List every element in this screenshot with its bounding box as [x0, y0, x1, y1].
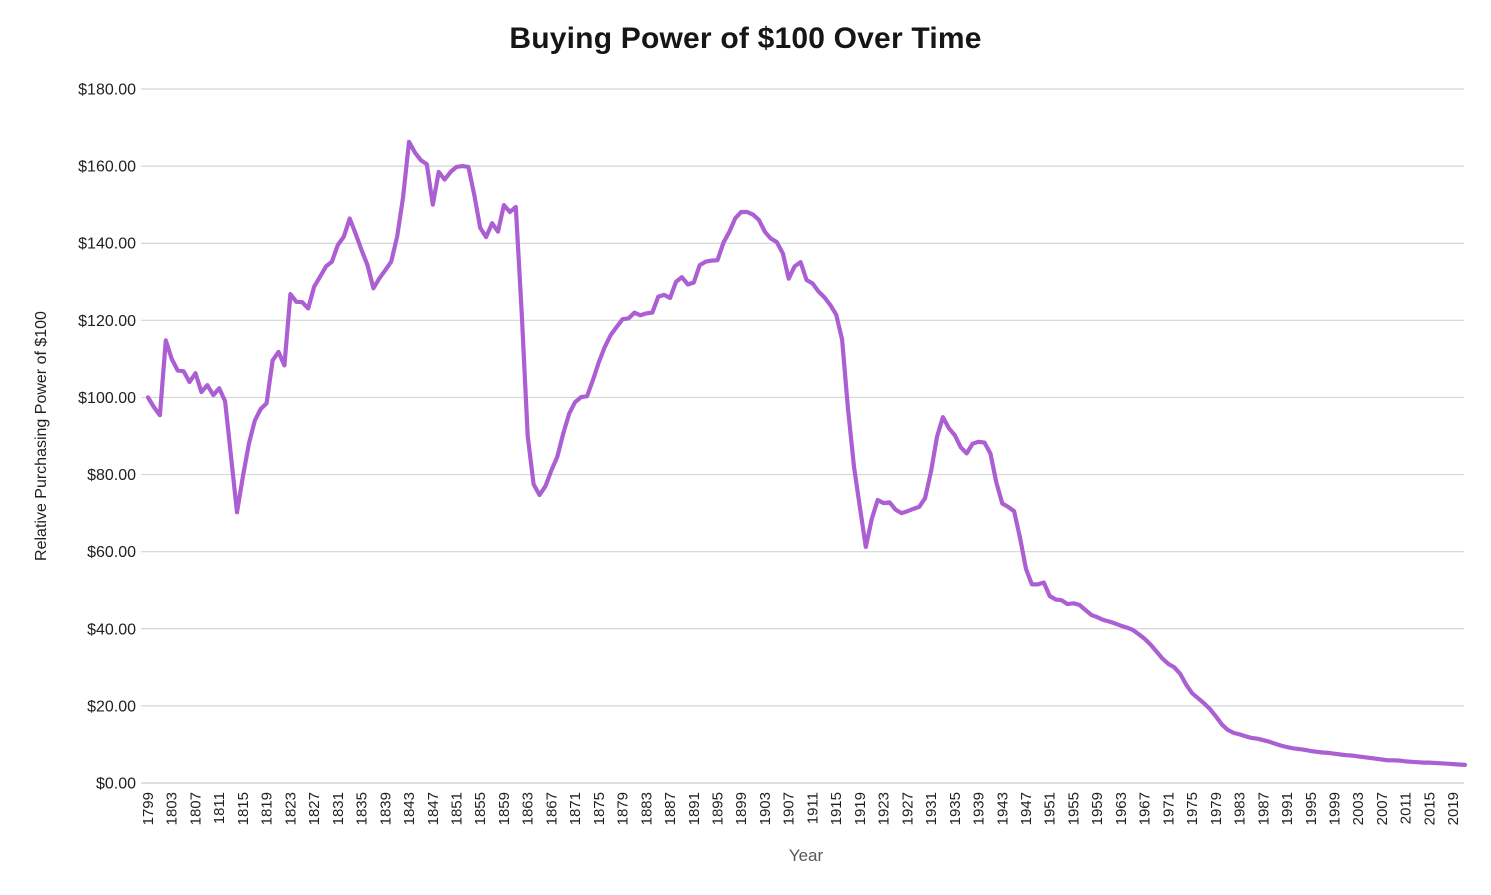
x-tick-label: 1899	[733, 792, 750, 825]
y-tick-label: $160.00	[78, 159, 136, 176]
x-tick-label: 1991	[1279, 792, 1296, 825]
x-axis-title: Year	[788, 846, 824, 865]
x-tick-label: 1887	[662, 792, 679, 825]
y-tick-label: $0.00	[96, 776, 136, 793]
x-tick-label: 1983	[1232, 792, 1249, 825]
x-tick-label: 1951	[1042, 792, 1059, 825]
x-tick-label: 1995	[1303, 792, 1320, 825]
x-tick-label: 2015	[1421, 792, 1438, 825]
x-tick-label: 1987	[1255, 792, 1272, 825]
x-tick-label: 2003	[1350, 792, 1367, 825]
y-tick-label: $120.00	[78, 313, 136, 330]
x-tick-label: 1847	[425, 792, 442, 825]
x-tick-label: 1827	[306, 792, 323, 825]
x-tick-label: 1895	[710, 792, 727, 825]
chart-title: Buying Power of $100 Over Time	[509, 22, 982, 55]
x-tick-label: 1875	[591, 792, 608, 825]
x-tick-label: 1959	[1089, 792, 1106, 825]
x-tick-label: 1823	[282, 792, 299, 825]
x-tick-label: 1851	[448, 792, 465, 825]
x-tick-label: 1931	[923, 792, 940, 825]
x-tick-label: 2007	[1374, 792, 1391, 825]
x-tick-label: 1859	[496, 792, 513, 825]
x-tick-label: 1903	[757, 792, 774, 825]
y-tick-label: $40.00	[87, 621, 136, 638]
x-tick-label: 1923	[876, 792, 893, 825]
x-tick-label: 1907	[781, 792, 798, 825]
x-tick-label: 1999	[1326, 792, 1343, 825]
y-tick-label: $100.00	[78, 390, 136, 407]
y-tick-label: $60.00	[87, 544, 136, 561]
x-tick-label: 1879	[615, 792, 632, 825]
x-tick-label: 1803	[164, 792, 181, 825]
x-tick-label: 1979	[1208, 792, 1225, 825]
x-tick-label: 1919	[852, 792, 869, 825]
data-line-series	[145, 139, 1468, 768]
x-tick-label: 1835	[354, 792, 371, 825]
x-tick-label: 1955	[1065, 792, 1082, 825]
x-tick-label: 1915	[828, 792, 845, 825]
x-tick-label: 1939	[971, 792, 988, 825]
x-tick-label: 1947	[1018, 792, 1035, 825]
x-tick-label: 1927	[899, 792, 916, 825]
x-tick-label: 1871	[567, 792, 584, 825]
x-tick-label: 1967	[1137, 792, 1154, 825]
x-tick-label: 1807	[187, 792, 204, 825]
x-tick-label: 1943	[994, 792, 1011, 825]
x-tick-label: 1811	[211, 792, 228, 824]
x-tick-label: 1975	[1184, 792, 1201, 825]
x-tick-label: 1863	[520, 792, 537, 825]
x-tick-label: 1843	[401, 792, 418, 825]
x-tick-label: 1815	[235, 792, 252, 825]
x-tick-label: 1855	[472, 792, 489, 825]
x-tick-label: 1963	[1113, 792, 1130, 825]
x-tick-label: 1819	[259, 792, 276, 825]
x-tick-label: 1799	[140, 792, 157, 825]
y-tick-label: $80.00	[87, 467, 136, 484]
x-tick-label: 1839	[377, 792, 394, 825]
x-tick-label: 1935	[947, 792, 964, 825]
x-tick-label: 1911	[804, 792, 821, 824]
x-tick-label: 1867	[543, 792, 560, 825]
y-tick-label: $140.00	[78, 236, 136, 253]
x-tick-label: 1883	[638, 792, 655, 825]
y-tick-label: $20.00	[87, 698, 136, 715]
x-tick-label: 2011	[1398, 792, 1415, 824]
x-tick-label: 1971	[1160, 792, 1177, 825]
x-tick-label: 1831	[330, 792, 347, 825]
x-tick-label: 2019	[1445, 792, 1462, 825]
y-tick-label: $180.00	[78, 82, 136, 99]
x-tick-label: 1891	[686, 792, 703, 825]
